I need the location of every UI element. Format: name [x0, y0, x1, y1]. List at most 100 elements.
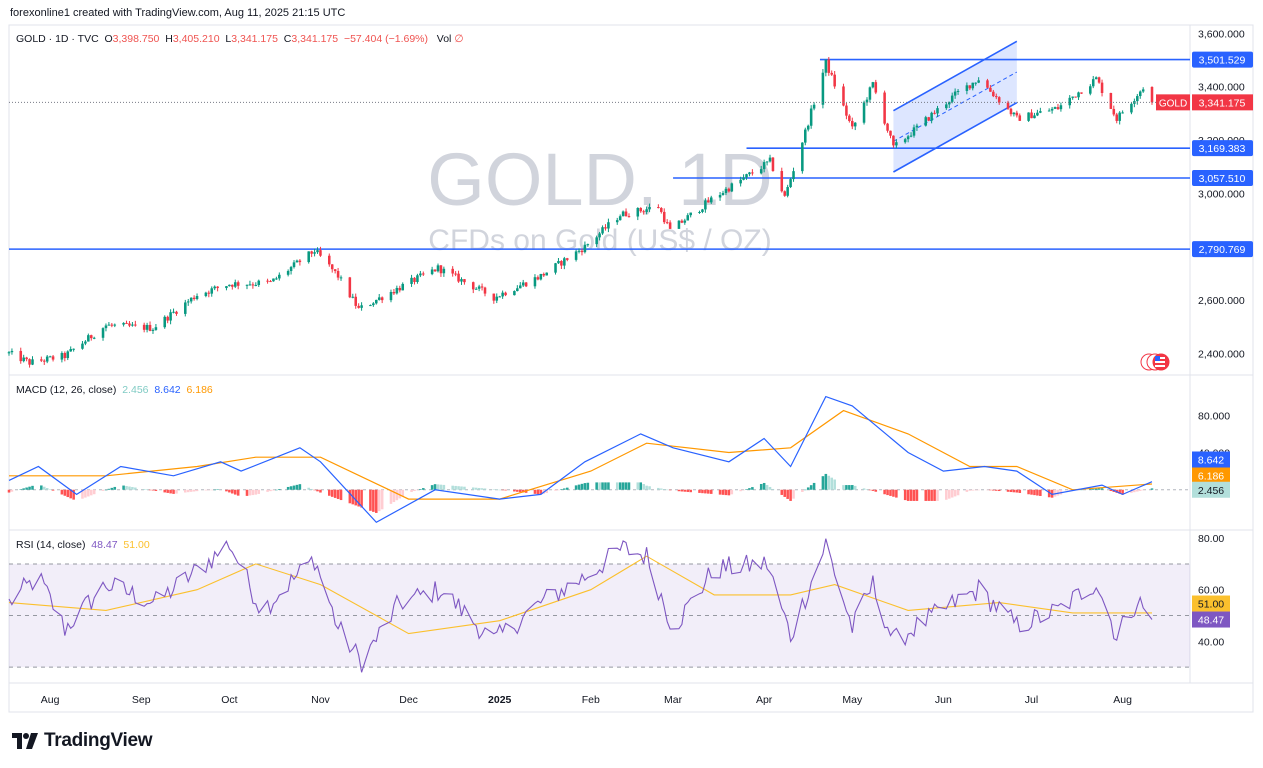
- macd-histogram-bar: [618, 482, 622, 490]
- candle-body: [131, 324, 134, 326]
- macd-histogram-bar: [416, 489, 419, 491]
- candle-body: [1100, 82, 1104, 94]
- candle-body: [762, 162, 766, 170]
- macd-histogram-bar: [87, 489, 90, 497]
- macd-histogram-bar: [895, 489, 898, 498]
- time-axis[interactable]: Aug Sep Oct Nov Dec 2025 Feb Mar Apr May Jun Jul Aug: [41, 694, 1132, 706]
- price-channel[interactable]: [893, 40, 1018, 173]
- rsi-legend-value: 48.47: [91, 539, 118, 551]
- macd-histogram-bar: [430, 485, 434, 490]
- candle-body: [689, 212, 692, 216]
- macd-histogram-bar: [395, 489, 399, 501]
- macd-histogram-bar: [851, 485, 854, 490]
- candle-body: [518, 285, 522, 289]
- macd-histogram-bar: [107, 488, 111, 490]
- macd-histogram-bar: [348, 489, 352, 504]
- candle-body: [166, 316, 169, 321]
- macd-histogram-bar: [853, 485, 857, 490]
- macd-histogram-bar: [563, 488, 566, 490]
- macd-histogram-bar: [827, 475, 831, 490]
- candle-body: [724, 188, 728, 194]
- candle-body: [48, 356, 52, 358]
- candle-body: [780, 171, 784, 192]
- macd-histogram-bar: [266, 489, 269, 492]
- candle-body: [830, 72, 833, 75]
- candle-body: [1091, 79, 1095, 87]
- macd-histogram-bar: [707, 489, 710, 494]
- channel-upper-line[interactable]: [893, 40, 1018, 112]
- macd-histogram-bar: [169, 489, 172, 494]
- candle-body: [851, 120, 854, 127]
- candle-body: [554, 263, 557, 273]
- macd-histogram-bar: [956, 489, 960, 496]
- candle-body: [751, 172, 754, 174]
- macd-histogram-bar: [125, 486, 128, 490]
- candle-body: [101, 328, 105, 338]
- candle-body: [307, 251, 310, 263]
- macd-histogram-bar: [718, 489, 722, 495]
- candle-body: [1138, 91, 1142, 97]
- candle-body: [63, 353, 67, 359]
- rsi-legend[interactable]: RSI (14, close) 48.47 51.00: [16, 539, 150, 551]
- tradingview-logo[interactable]: TradingView: [12, 730, 153, 752]
- macd-histogram-bar: [1027, 489, 1030, 495]
- rsi-value-tag: [1192, 595, 1230, 612]
- macd-histogram-bar: [316, 489, 319, 492]
- macd-histogram-bar: [328, 489, 331, 496]
- symbol-name[interactable]: GOLD · 1D · TVC: [16, 33, 99, 45]
- macd-histogram-bar: [330, 489, 334, 497]
- volume-label[interactable]: Vol: [436, 33, 452, 45]
- candle-body: [683, 220, 687, 223]
- macd-histogram-bar: [848, 485, 851, 490]
- macd-legend-title[interactable]: MACD (12, 26, close): [16, 384, 117, 396]
- candle-body: [574, 251, 578, 260]
- candle-body: [577, 250, 581, 252]
- macd-histogram-bar: [184, 489, 187, 493]
- macd-histogram-bar: [874, 489, 878, 492]
- macd-legend[interactable]: MACD (12, 26, close) 2.456 8.642 6.186: [16, 384, 213, 396]
- candle-body: [660, 208, 663, 212]
- candle-body: [680, 220, 684, 223]
- time-tick-label: 2025: [488, 694, 512, 706]
- candle-body: [442, 268, 446, 274]
- macd-histogram-bar: [845, 485, 848, 490]
- rsi-legend-title[interactable]: RSI (14, close): [16, 539, 86, 551]
- macd-histogram-bar: [518, 489, 522, 493]
- macd-histogram-bar: [768, 486, 772, 490]
- candle-body: [110, 324, 114, 326]
- channel-lower-line[interactable]: [893, 101, 1018, 173]
- macd-histogram-bar: [413, 489, 416, 492]
- candle-body: [1121, 112, 1124, 114]
- macd-histogram-bar: [745, 489, 748, 490]
- candle-body: [189, 297, 193, 302]
- us-flag-icon[interactable]: [1140, 353, 1170, 371]
- macd-histogram-bar: [660, 488, 663, 490]
- candle-body: [927, 117, 930, 121]
- candle-body: [339, 277, 343, 279]
- candle-body: [292, 262, 296, 268]
- macd-histogram-bar: [389, 489, 393, 504]
- candle-body: [463, 279, 466, 283]
- candle-body: [42, 360, 46, 362]
- candle-body: [7, 352, 11, 354]
- candle-body: [912, 127, 916, 136]
- chart-canvas[interactable]: GOLD, 1D CFDs on Gold (US$ / OZ) 3,600.0…: [0, 0, 1263, 720]
- symbol-legend[interactable]: GOLD · 1D · TVC O3,398.750 H3,405.210 L3…: [16, 33, 463, 45]
- macd-histogram-bar: [974, 489, 977, 491]
- candle-body: [933, 112, 936, 114]
- macd-signal-line: [9, 409, 1153, 500]
- level-price-tag: [1192, 140, 1253, 157]
- macd-histogram-bar: [163, 489, 167, 493]
- price-axis[interactable]: 3,600.0003,400.0003,200.0003,000.0002,80…: [1198, 28, 1245, 360]
- macd-value-tag: [1192, 467, 1230, 484]
- macd-histogram-bar: [665, 489, 669, 491]
- macd-histogram-bar: [662, 489, 666, 490]
- time-tick-label: Nov: [311, 694, 330, 706]
- macd-histogram-bar: [145, 489, 149, 490]
- macd-histogram-bar: [806, 487, 810, 490]
- time-tick-label: Oct: [221, 694, 237, 706]
- horizontal-levels: 3,501.529 3,169.383 3,057.510 2,790.769: [9, 51, 1253, 258]
- candle-body: [595, 237, 598, 245]
